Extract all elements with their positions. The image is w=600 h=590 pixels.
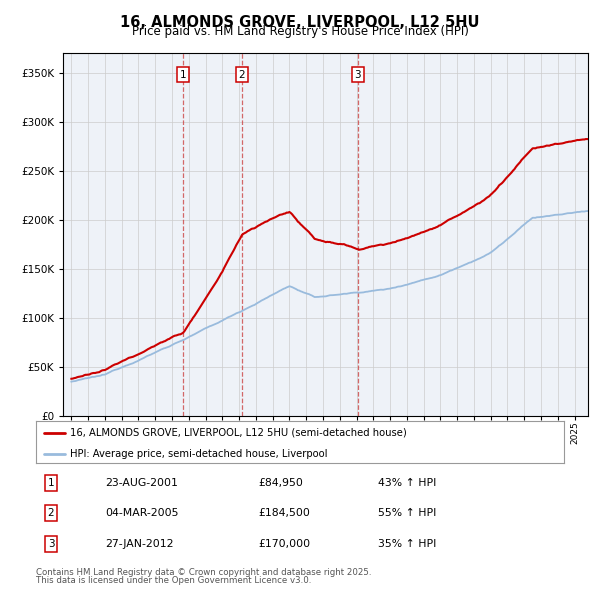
Text: 04-MAR-2005: 04-MAR-2005 — [105, 509, 179, 518]
Text: 35% ↑ HPI: 35% ↑ HPI — [378, 539, 436, 549]
Text: 1: 1 — [47, 478, 55, 487]
Text: Contains HM Land Registry data © Crown copyright and database right 2025.: Contains HM Land Registry data © Crown c… — [36, 568, 371, 577]
Text: 27-JAN-2012: 27-JAN-2012 — [105, 539, 173, 549]
Text: 3: 3 — [47, 539, 55, 549]
Text: 2: 2 — [239, 70, 245, 80]
Text: £184,500: £184,500 — [258, 509, 310, 518]
Text: £84,950: £84,950 — [258, 478, 303, 487]
Text: £170,000: £170,000 — [258, 539, 310, 549]
Text: 3: 3 — [355, 70, 361, 80]
Text: 16, ALMONDS GROVE, LIVERPOOL, L12 5HU (semi-detached house): 16, ALMONDS GROVE, LIVERPOOL, L12 5HU (s… — [70, 428, 407, 438]
Text: 1: 1 — [179, 70, 186, 80]
Text: 23-AUG-2001: 23-AUG-2001 — [105, 478, 178, 487]
Text: 55% ↑ HPI: 55% ↑ HPI — [378, 509, 436, 518]
Text: 16, ALMONDS GROVE, LIVERPOOL, L12 5HU: 16, ALMONDS GROVE, LIVERPOOL, L12 5HU — [120, 15, 480, 30]
Text: 2: 2 — [47, 509, 55, 518]
Text: Price paid vs. HM Land Registry's House Price Index (HPI): Price paid vs. HM Land Registry's House … — [131, 25, 469, 38]
Text: 43% ↑ HPI: 43% ↑ HPI — [378, 478, 436, 487]
Text: This data is licensed under the Open Government Licence v3.0.: This data is licensed under the Open Gov… — [36, 576, 311, 585]
Text: HPI: Average price, semi-detached house, Liverpool: HPI: Average price, semi-detached house,… — [70, 449, 328, 459]
